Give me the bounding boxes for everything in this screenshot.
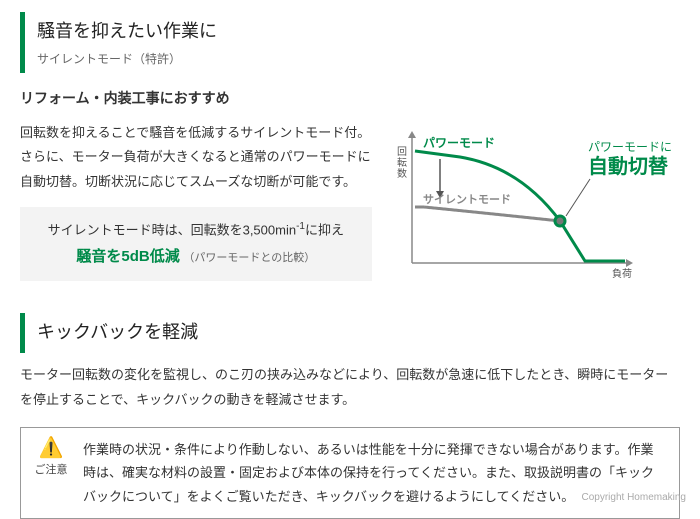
- chart-y-label: 回転数: [397, 146, 407, 180]
- callout-line1: パワーモードに: [588, 140, 672, 154]
- mode-chart: 回転数 負荷 パワーモード サイレントモード パワーモードに 自動切替: [390, 121, 680, 291]
- section2-heading: キックバックを軽減: [20, 313, 680, 354]
- section1-title: 騒音を抑えたい作業に: [37, 16, 680, 47]
- section1-body: 回転数を抑えることで騒音を低減するサイレントモード付。さらに、モーター負荷が大き…: [20, 121, 680, 291]
- silent-mode-curve: [415, 207, 560, 221]
- caution-text: 作業時の状況・条件により作動しない、あるいは性能を十分に発揮できない場合がありま…: [83, 438, 665, 508]
- section1-description: 回転数を抑えることで騒音を低減するサイレントモード付。さらに、モーター負荷が大き…: [20, 121, 372, 195]
- caution-label-col: ⚠️ ご注意: [31, 438, 71, 508]
- section2-title: キックバックを軽減: [37, 317, 680, 348]
- highlight-line1: サイレントモード時は、回転数を3,500min-1に抑え: [34, 217, 358, 243]
- mode-down-arrow-icon: [436, 159, 444, 198]
- silent-mode-highlight-box: サイレントモード時は、回転数を3,500min-1に抑え 騒音を5dB低減 （パ…: [20, 207, 372, 282]
- section2-description: モーター回転数の変化を監視し、のこ刃の挟み込みなどにより、回転数が急速に低下した…: [20, 363, 680, 412]
- switch-point-dot: [555, 216, 565, 226]
- chart-y-arrow: [408, 131, 416, 138]
- section2: キックバックを軽減 モーター回転数の変化を監視し、のこ刃の挟み込みなどにより、回…: [20, 313, 680, 519]
- section1-bold-line: リフォーム・内装工事におすすめ: [20, 87, 680, 111]
- power-mode-label: パワーモード: [423, 136, 495, 150]
- section1-subtitle: サイレントモード（特許）: [37, 49, 680, 69]
- callout-line2: 自動切替: [588, 154, 668, 178]
- copyright: Copyright Homemaking: [582, 489, 687, 506]
- caution-label: ご注意: [35, 461, 68, 481]
- section1-text-col: 回転数を抑えることで騒音を低減するサイレントモード付。さらに、モーター負荷が大き…: [20, 121, 372, 291]
- callout-leader-line: [566, 179, 590, 216]
- chart-x-label: 負荷: [612, 268, 632, 280]
- warning-icon: ⚠️: [39, 438, 64, 458]
- chart-x-arrow: [626, 259, 633, 267]
- section1-heading: 騒音を抑えたい作業に サイレントモード（特許）: [20, 12, 680, 73]
- silent-mode-label: サイレントモード: [423, 193, 511, 206]
- highlight-line2: 騒音を5dB低減 （パワーモードとの比較）: [34, 243, 358, 272]
